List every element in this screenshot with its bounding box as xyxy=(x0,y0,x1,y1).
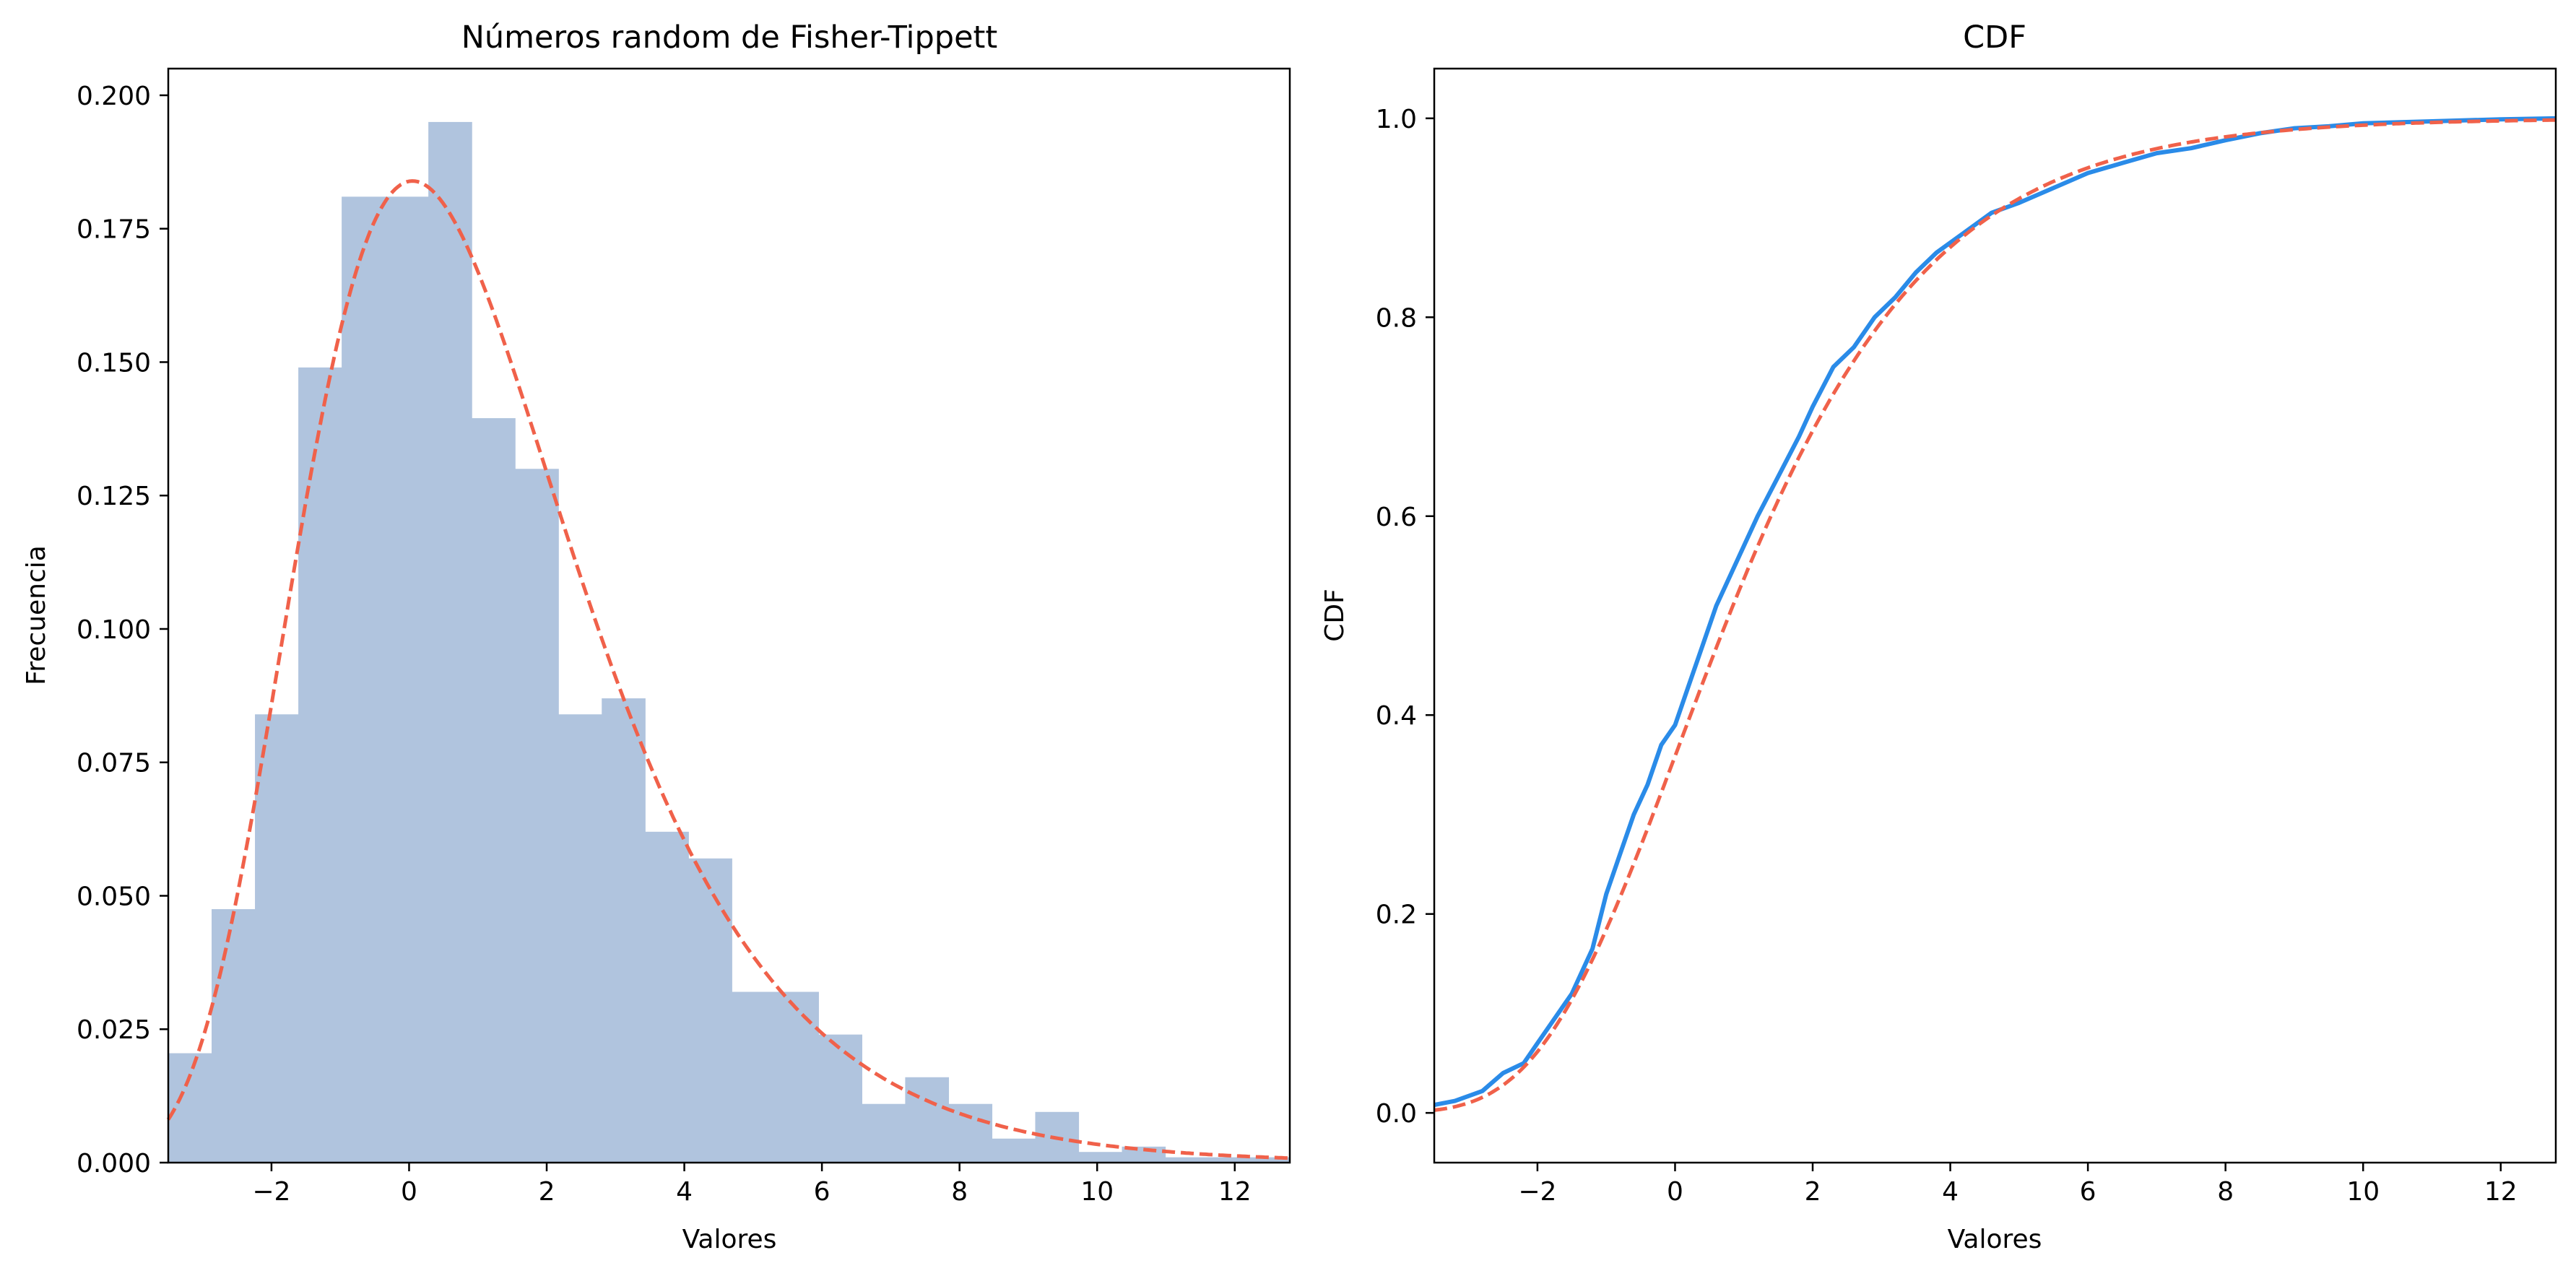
y-tick-label: 1.0 xyxy=(1376,105,1417,134)
y-tick-label: 0.100 xyxy=(77,615,151,645)
x-tick-label: 4 xyxy=(676,1177,693,1207)
x-tick-label: 2 xyxy=(1805,1177,1821,1207)
histogram-x-axis-label: Valores xyxy=(682,1225,777,1254)
x-tick-label: 0 xyxy=(1667,1177,1683,1207)
y-tick-label: 0.125 xyxy=(77,482,151,511)
histogram-bar xyxy=(515,469,559,1163)
y-tick-label: 0.150 xyxy=(77,348,151,378)
cdf-chart: −2 0 2 4 6 8 10 12 0.0 0.2 0.4 0.6 0.8 1.0 CDF Valor… xyxy=(1320,19,2557,1254)
cdf-title: CDF xyxy=(1963,19,2026,56)
histogram-bar xyxy=(602,698,646,1163)
histogram-bar xyxy=(342,196,386,1163)
histogram-bar xyxy=(862,1103,906,1163)
histogram-bar xyxy=(688,858,732,1163)
empirical-cdf-line xyxy=(1434,116,2557,1108)
histogram-bar xyxy=(948,1103,993,1163)
histogram-bar xyxy=(298,367,342,1163)
x-tick-label: 6 xyxy=(814,1177,831,1207)
histogram-bar xyxy=(645,831,689,1163)
x-tick-label: 2 xyxy=(539,1177,555,1207)
histogram-bar xyxy=(428,121,472,1163)
fit-cdf-curve xyxy=(1434,118,2557,1112)
x-tick-label: −2 xyxy=(1518,1177,1556,1207)
histogram-bar xyxy=(168,1053,212,1163)
histogram-bar xyxy=(1208,1157,1253,1163)
histogram-bar xyxy=(1165,1157,1210,1163)
histogram-bar xyxy=(1078,1152,1123,1163)
x-tick-label: 0 xyxy=(401,1177,417,1207)
histogram-chart: −2 0 2 4 6 8 10 12 0.000 0.025 0.050 0.075 0.100 0.1… xyxy=(22,19,1291,1254)
histogram-bar xyxy=(992,1138,1036,1163)
y-tick-label: 0.4 xyxy=(1376,701,1417,731)
histogram-title: Números random de Fisher-Tippett xyxy=(461,19,998,56)
histogram-bar xyxy=(212,908,256,1163)
histogram-bar xyxy=(1252,1157,1291,1163)
y-tick-label: 0.2 xyxy=(1376,900,1417,930)
y-tick-label: 0.000 xyxy=(77,1149,151,1179)
fit-pdf-curve xyxy=(166,179,1291,1160)
x-tick-label: 12 xyxy=(1218,1177,1252,1207)
x-tick-label: 8 xyxy=(2217,1177,2234,1207)
x-tick-label: 10 xyxy=(2346,1177,2380,1207)
y-tick-label: 0.200 xyxy=(77,82,151,111)
histogram-bar xyxy=(732,991,776,1163)
y-tick-label: 0.075 xyxy=(77,749,151,778)
cdf-y-axis-label: CDF xyxy=(1320,589,1350,642)
histogram-y-ticks: 0.000 0.025 0.050 0.075 0.100 0.125 0.150 0.175… xyxy=(77,82,168,1179)
y-tick-label: 0.6 xyxy=(1376,503,1417,532)
histogram-y-axis-label: Frecuencia xyxy=(22,545,51,685)
x-tick-label: 8 xyxy=(951,1177,968,1207)
histogram-bar xyxy=(818,1034,862,1163)
histogram-bars xyxy=(168,121,1291,1163)
x-tick-label: 10 xyxy=(1080,1177,1114,1207)
y-tick-label: 0.8 xyxy=(1376,303,1417,333)
cdf-x-ticks: −2 0 2 4 6 8 10 12 xyxy=(1518,1163,2518,1207)
y-tick-label: 0.025 xyxy=(77,1015,151,1045)
y-tick-label: 0.0 xyxy=(1376,1099,1417,1129)
histogram-x-ticks: −2 0 2 4 6 8 10 12 xyxy=(252,1163,1252,1207)
histogram-bar xyxy=(905,1077,950,1163)
x-tick-label: 6 xyxy=(2080,1177,2096,1207)
x-tick-label: −2 xyxy=(252,1177,290,1207)
histogram-bar xyxy=(558,714,602,1163)
y-tick-label: 0.050 xyxy=(77,882,151,911)
histogram-bar xyxy=(385,196,429,1163)
histogram-plot-frame xyxy=(167,67,1291,1164)
y-tick-label: 0.175 xyxy=(77,215,151,245)
cdf-x-axis-label: Valores xyxy=(1948,1225,2042,1254)
histogram-bar xyxy=(472,418,516,1163)
x-tick-label: 12 xyxy=(2484,1177,2518,1207)
histogram-bar xyxy=(775,991,819,1163)
cdf-plot-frame xyxy=(1433,67,2557,1164)
cdf-y-ticks: 0.0 0.2 0.4 0.6 0.8 1.0 xyxy=(1376,105,1434,1129)
x-tick-label: 4 xyxy=(1942,1177,1959,1207)
histogram-bar xyxy=(255,714,299,1163)
